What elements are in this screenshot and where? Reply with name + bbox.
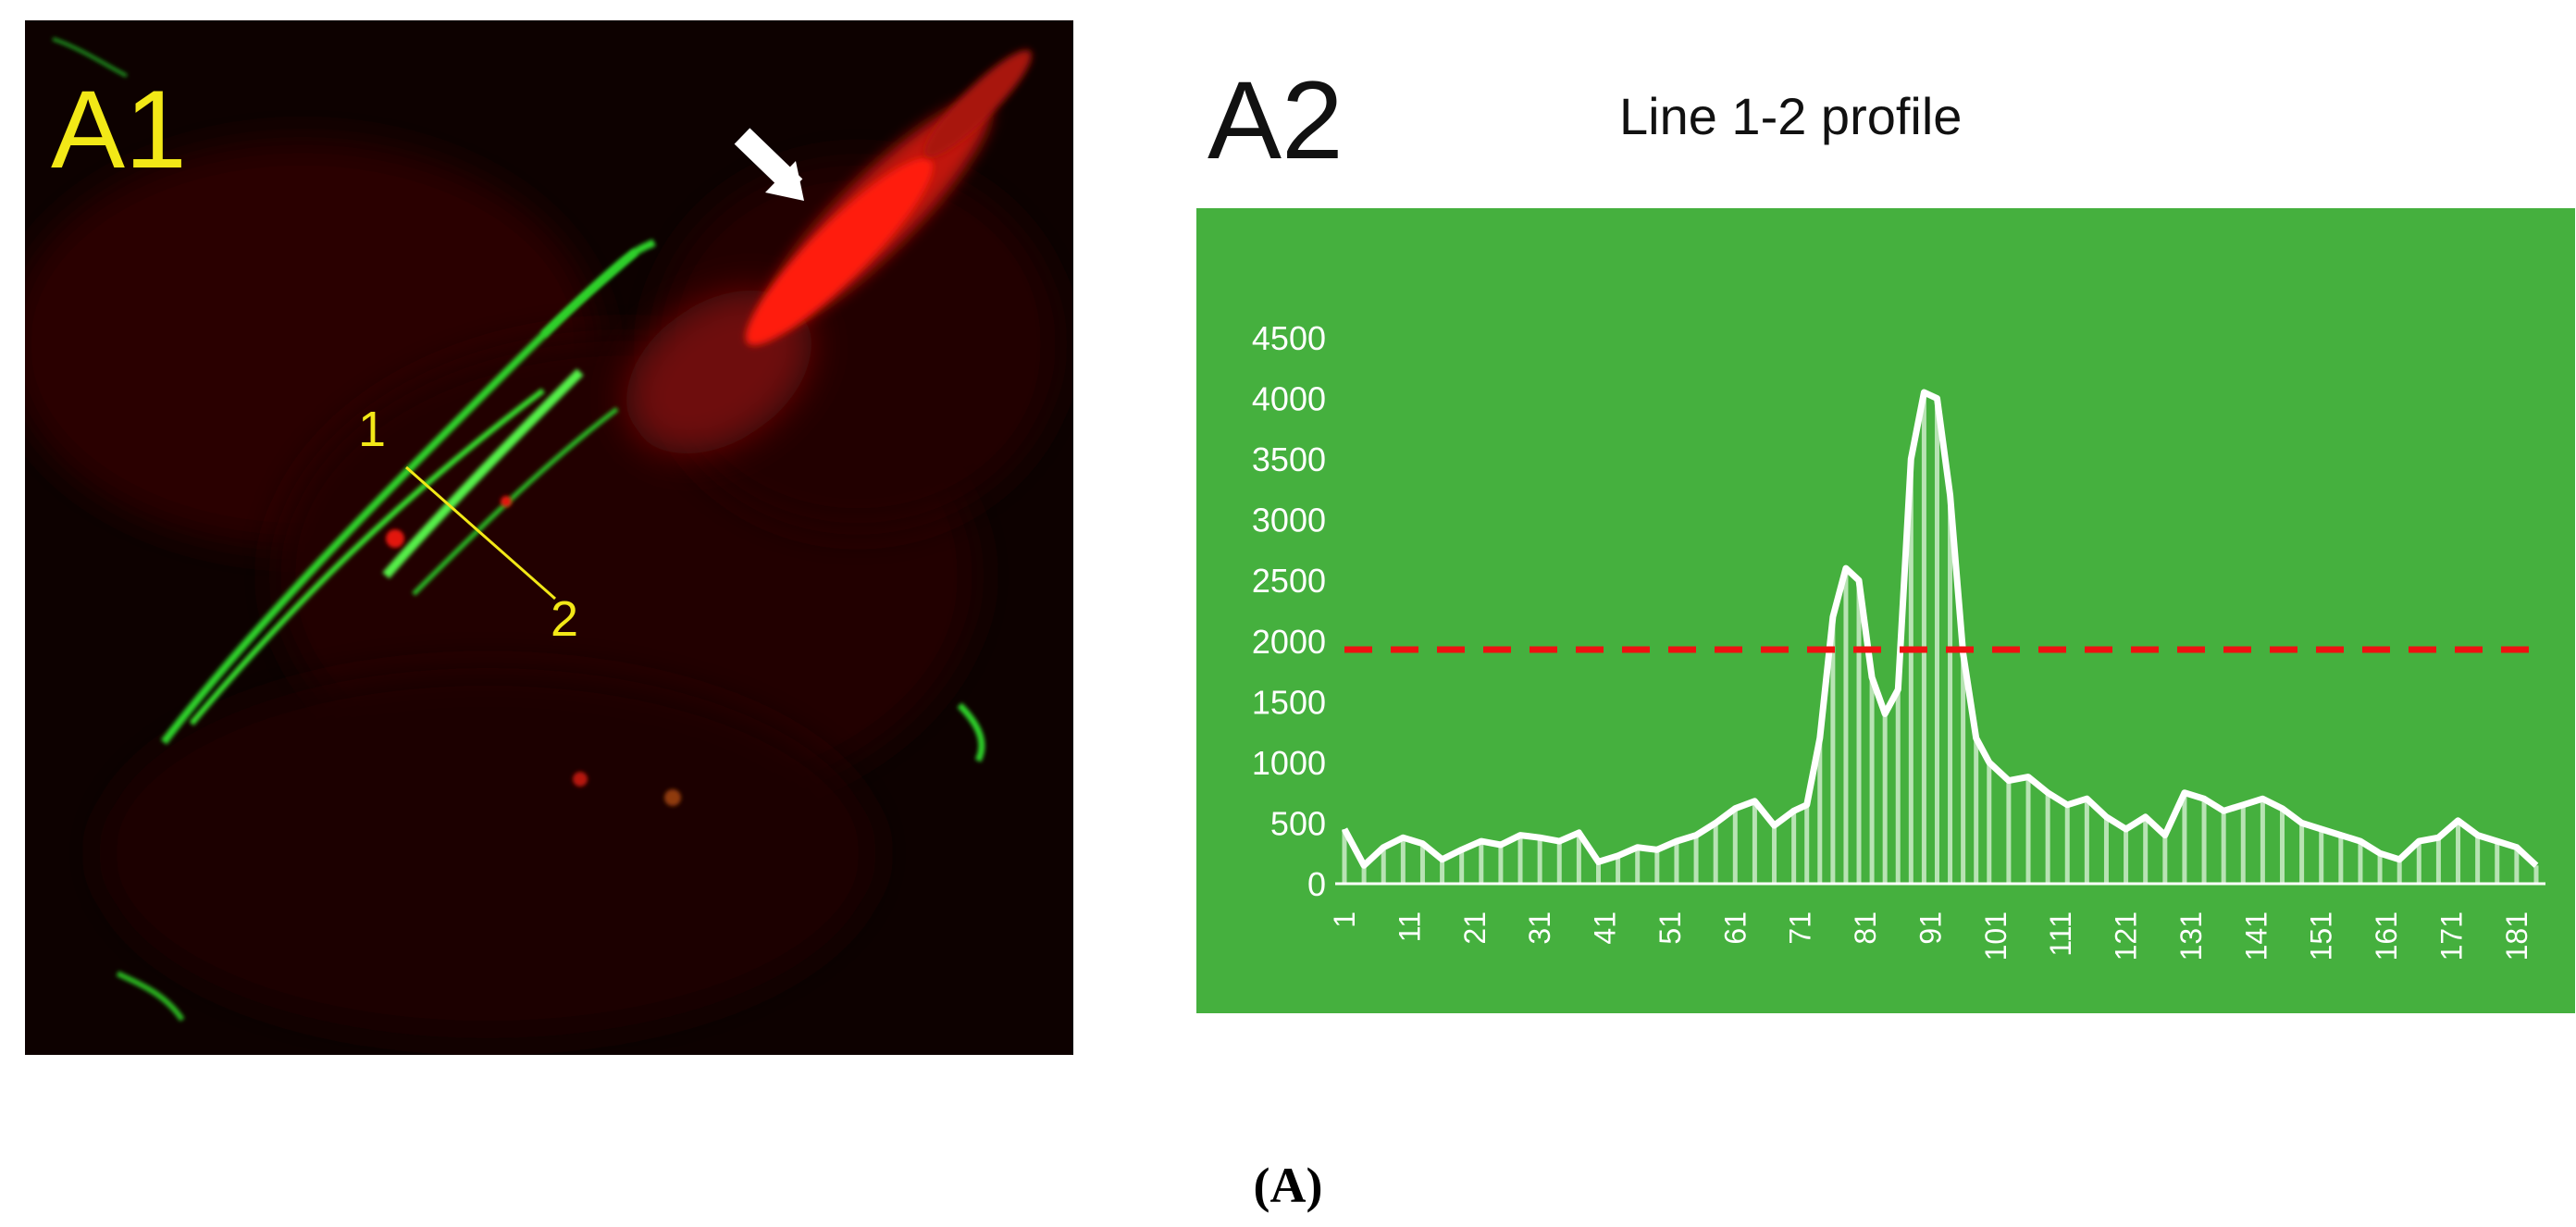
y-tick-label: 1000 [1252,744,1326,782]
y-tick-label: 2500 [1252,562,1326,600]
y-tick-label: 500 [1270,804,1326,842]
micrograph-panel: A1 1 2 [25,20,1073,1055]
x-tick-label: 31 [1523,911,1556,945]
x-tick-label: 121 [2110,911,2143,961]
chart-title: Line 1-2 profile [1619,87,1963,145]
panel-label-a2: A2 [1208,58,1344,182]
x-tick-label: 11 [1393,911,1426,942]
y-tick-label: 4500 [1252,319,1326,357]
x-tick-label: 51 [1653,911,1687,945]
x-tick-label: 91 [1913,911,1947,945]
green-fiber [957,702,985,762]
profile-chart: 0 500 1000 1500 2000 2500 3000 3500 4000 4500 1 11… [1196,208,2575,1013]
caption-text: (A) [1253,1158,1323,1213]
white-arrow [734,128,804,201]
red-spot [664,789,681,806]
figure-caption: (A) [0,1157,2576,1214]
x-tick-label: 111 [2044,911,2077,957]
profile-line [1341,389,2539,869]
x-tick-label: 161 [2370,911,2403,961]
red-spot [501,496,512,507]
fluorescence-image [25,37,1061,1038]
y-tick-label: 1500 [1252,683,1326,721]
green-fiber [382,368,584,579]
green-fiber [189,388,545,725]
x-tick-label: 131 [2174,911,2208,961]
y-tick-label: 3000 [1252,502,1326,539]
y-tick-label: 4000 [1252,380,1326,418]
red-vessel [745,157,934,346]
x-tick-label: 1 [1328,911,1361,928]
x-tick-label: 71 [1784,911,1817,945]
x-tick-label: 41 [1589,911,1622,945]
green-fiber [52,37,128,78]
panel-label-a1: A1 [51,68,187,192]
x-tick-label: 61 [1718,911,1752,945]
profile-line [405,465,556,601]
y-tick-label: 0 [1307,865,1326,903]
x-tick-label: 81 [1849,911,1882,945]
red-spot [573,772,588,787]
profile-start-label: 1 [358,402,387,457]
x-tick-label: 101 [1979,911,2012,961]
x-tick-label: 141 [2239,911,2273,961]
green-fiber [116,971,185,1022]
y-tick-label: 2000 [1252,623,1326,661]
x-tick-label: 181 [2500,911,2533,961]
tissue-region [99,668,876,1038]
y-tick-label: 3500 [1252,440,1326,478]
profile-end-label: 2 [551,591,579,647]
x-tick-label: 171 [2435,911,2469,961]
tissue-region [654,159,1061,529]
x-tick-label: 151 [2305,911,2338,961]
red-spot [386,529,404,548]
green-fiber [540,249,638,338]
x-tick-label: 21 [1458,911,1492,945]
red-vessel-tip [924,50,1032,157]
